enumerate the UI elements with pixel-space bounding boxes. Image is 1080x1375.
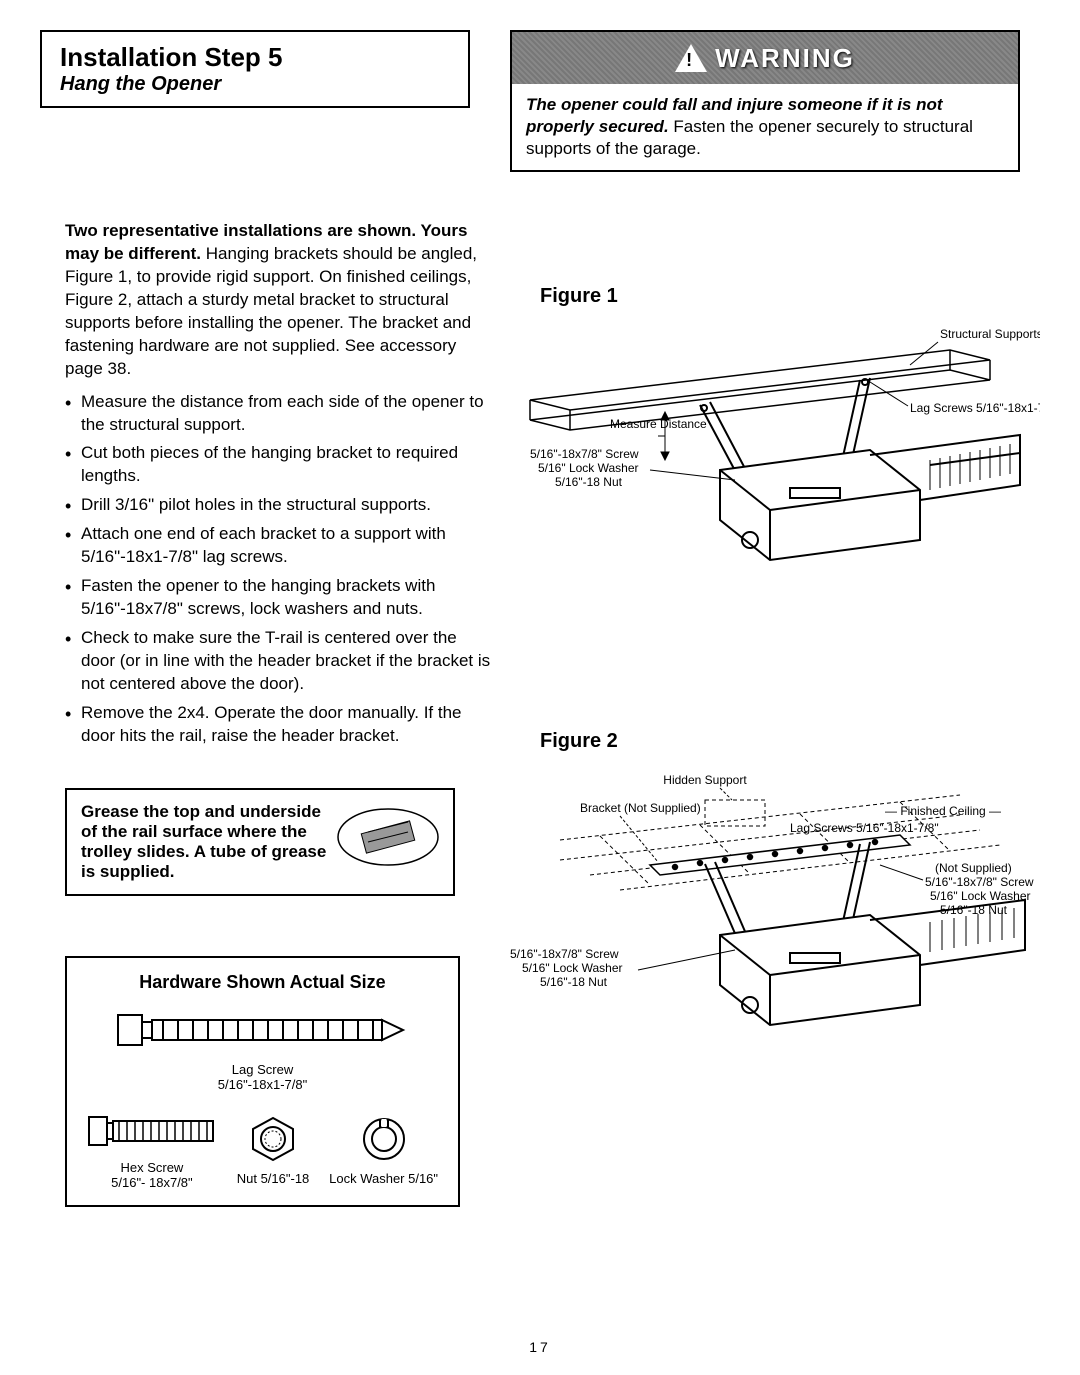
grease-tube-icon bbox=[333, 802, 443, 872]
fig2-label-lag: Lag Screws 5/16"-18x1-7/8" bbox=[790, 821, 939, 835]
figure1-title: Figure 1 bbox=[540, 285, 618, 308]
hardware-box: Hardware Shown Actual Size Lag Screw bbox=[65, 956, 460, 1207]
figure2-diagram: Hidden Support Bracket (Not Supplied) — … bbox=[480, 770, 1040, 1070]
hw-lag-screw: Lag Screw 5/16"-18x1-7/8" bbox=[113, 1005, 413, 1093]
figure2-title: Figure 2 bbox=[540, 730, 618, 753]
lag-screw-icon bbox=[113, 1005, 413, 1055]
fig2-washer2: 5/16" Lock Washer bbox=[930, 889, 1031, 903]
fig2-nut3: 5/16"-18 Nut bbox=[540, 975, 608, 989]
bullet-item: Attach one end of each bracket to a supp… bbox=[65, 523, 495, 569]
bullet-item: Cut both pieces of the hanging bracket t… bbox=[65, 442, 495, 488]
bullet-list: Measure the distance from each side of t… bbox=[65, 391, 495, 748]
warning-box: WARNING The opener could fall and injure… bbox=[510, 30, 1020, 172]
hw-label: Hex Screw 5/16"- 18x7/8" bbox=[87, 1160, 217, 1191]
hardware-title: Hardware Shown Actual Size bbox=[81, 972, 444, 993]
bullet-item: Check to make sure the T-rail is centere… bbox=[65, 627, 495, 696]
fig2-screw2: 5/16"-18x7/8" Screw bbox=[925, 875, 1034, 889]
warning-header: WARNING bbox=[512, 32, 1018, 84]
fig2-screw3: 5/16"-18x7/8" Screw bbox=[510, 947, 619, 961]
intro-paragraph: Two representative installations are sho… bbox=[65, 220, 495, 381]
warning-body: The opener could fall and injure someone… bbox=[512, 84, 1018, 170]
left-column: Two representative installations are sho… bbox=[65, 220, 495, 1207]
bullet-item: Measure the distance from each side of t… bbox=[65, 391, 495, 437]
fig1-label-lag: Lag Screws 5/16"-18x1-7/8" bbox=[910, 401, 1040, 415]
fig1-label-structural: Structural Supports bbox=[940, 327, 1040, 341]
fig2-label-ceiling: — Finished Ceiling — bbox=[885, 804, 1001, 818]
page-number: 17 bbox=[529, 1339, 551, 1355]
fig1-label-nut: 5/16"-18 Nut bbox=[555, 475, 623, 489]
intro-rest: Hanging brackets should be angled, Figur… bbox=[65, 244, 477, 378]
fig2-nut2: 5/16"-18 Nut bbox=[940, 903, 1008, 917]
title-sub: Hang the Opener bbox=[60, 73, 450, 96]
bullet-item: Drill 3/16" pilot holes in the structura… bbox=[65, 494, 495, 517]
hw-nut: Nut 5/16"-18 bbox=[237, 1114, 310, 1187]
warning-label: WARNING bbox=[715, 43, 855, 74]
hw-label: Lock Washer 5/16" bbox=[329, 1171, 438, 1187]
fig1-label-measure: Measure Distance bbox=[610, 417, 707, 431]
grease-box: Grease the top and underside of the rail… bbox=[65, 788, 455, 896]
title-main: Installation Step 5 bbox=[60, 42, 450, 73]
bullet-item: Fasten the opener to the hanging bracket… bbox=[65, 575, 495, 621]
title-box: Installation Step 5 Hang the Opener bbox=[40, 30, 470, 108]
bullet-item: Remove the 2x4. Operate the door manuall… bbox=[65, 702, 495, 748]
grease-text: Grease the top and underside of the rail… bbox=[81, 802, 341, 882]
hw-label: Lag Screw 5/16"-18x1-7/8" bbox=[113, 1062, 413, 1093]
figure1-diagram: Structural Supports Lag Screws 5/16"-18x… bbox=[510, 320, 1040, 600]
fig2-label-bracket: Bracket (Not Supplied) bbox=[580, 801, 701, 815]
hw-label: Nut 5/16"-18 bbox=[237, 1171, 310, 1187]
page: Installation Step 5 Hang the Opener WARN… bbox=[0, 0, 1080, 1375]
hw-hex-screw: Hex Screw 5/16"- 18x7/8" bbox=[87, 1109, 217, 1191]
nut-icon bbox=[243, 1114, 303, 1164]
warning-triangle-icon bbox=[675, 44, 707, 72]
fig2-washer3: 5/16" Lock Washer bbox=[522, 961, 623, 975]
fig1-label-screw: 5/16"-18x7/8" Screw bbox=[530, 447, 639, 461]
lock-washer-icon bbox=[356, 1114, 412, 1164]
hw-lock-washer: Lock Washer 5/16" bbox=[329, 1114, 438, 1187]
fig2-label-hidden: Hidden Support bbox=[663, 773, 747, 787]
hex-screw-icon bbox=[87, 1109, 217, 1153]
fig1-label-washer: 5/16" Lock Washer bbox=[538, 461, 639, 475]
fig2-notsupplied: (Not Supplied) bbox=[935, 861, 1012, 875]
